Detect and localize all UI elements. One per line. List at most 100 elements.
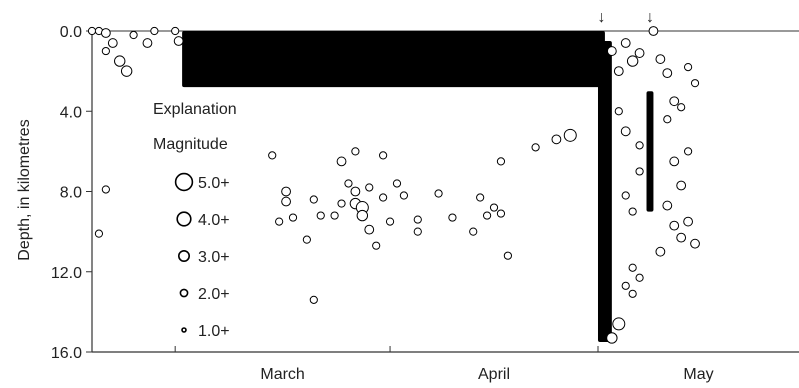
- data-point: [690, 79, 700, 88]
- data-point: [496, 157, 506, 166]
- annotation-arrows: ↓ ↓: [597, 9, 654, 26]
- data-point: [100, 28, 111, 38]
- data-point: [171, 26, 180, 36]
- legend-title-magnitude: Magnitude: [153, 136, 228, 153]
- data-point: [281, 196, 291, 207]
- data-point: [94, 229, 104, 238]
- dense-band: [646, 91, 654, 212]
- data-point: [503, 251, 512, 260]
- data-point: [309, 295, 318, 304]
- data-point: [336, 156, 347, 167]
- data-point: [655, 246, 666, 257]
- data-point: [385, 217, 395, 226]
- data-point: [669, 96, 680, 107]
- y-ticks: 0.0 4.0 8.0 12.0 16.0: [51, 24, 92, 362]
- data-point: [434, 189, 443, 198]
- data-point: [620, 126, 631, 137]
- legend-symbol: [176, 211, 192, 227]
- x-ticks: March April May: [174, 346, 714, 383]
- data-point: [563, 128, 577, 142]
- data-point: [413, 227, 422, 236]
- data-point: [626, 55, 639, 67]
- legend-symbol: [174, 172, 194, 192]
- data-point: [683, 216, 693, 227]
- y-tick-label: 16.0: [51, 345, 82, 362]
- data-point: [469, 227, 478, 236]
- data-point: [635, 141, 644, 150]
- data-point: [316, 211, 325, 220]
- data-point: [683, 147, 693, 156]
- annotation-arrow: ↓: [597, 9, 605, 26]
- legend-label: 3.0+: [198, 249, 230, 266]
- data-point: [677, 103, 686, 112]
- data-point: [413, 215, 422, 224]
- data-point: [669, 220, 680, 231]
- data-point: [351, 147, 360, 156]
- data-point: [662, 200, 673, 211]
- data-point: [690, 238, 700, 249]
- legend-symbol: [181, 327, 187, 333]
- data-point: [448, 213, 457, 222]
- data-point: [101, 46, 110, 56]
- data-point: [628, 289, 637, 298]
- data-point: [87, 26, 97, 36]
- data-point: [129, 30, 138, 40]
- data-point: [150, 26, 159, 36]
- data-point: [531, 143, 540, 152]
- data-point: [372, 241, 381, 250]
- data-points: [87, 26, 700, 344]
- data-point: [350, 186, 361, 197]
- data-point: [330, 211, 339, 220]
- data-point: [489, 203, 499, 212]
- annotation-arrow: ↓: [646, 9, 654, 26]
- data-point: [288, 213, 298, 222]
- data-point: [399, 191, 409, 200]
- y-axis-label: Depth, in kilometres: [16, 119, 33, 260]
- data-point: [662, 68, 673, 79]
- data-point: [628, 207, 637, 216]
- data-point: [496, 209, 506, 218]
- data-point: [120, 65, 133, 77]
- data-point: [356, 209, 369, 222]
- legend: Explanation Magnitude 5.0+ 4.0+ 3.0+ 2.0+ 1.…: [153, 101, 237, 340]
- data-point: [663, 115, 672, 124]
- dense-band: [182, 31, 605, 88]
- data-point: [482, 211, 492, 220]
- legend-label: 5.0+: [198, 175, 230, 192]
- data-point: [606, 332, 618, 344]
- data-point: [648, 26, 659, 36]
- data-point: [337, 199, 346, 208]
- legend-symbol: [179, 288, 189, 298]
- data-point: [379, 193, 388, 202]
- data-point: [364, 224, 375, 235]
- data-point: [275, 217, 284, 226]
- data-point: [612, 317, 626, 331]
- data-point: [614, 107, 623, 116]
- data-point: [392, 179, 402, 188]
- data-point: [683, 63, 693, 72]
- data-point: [613, 66, 624, 77]
- data-point: [635, 167, 644, 176]
- dense-bands: [182, 31, 654, 342]
- data-point: [606, 46, 617, 56]
- data-point: [621, 191, 630, 200]
- y-tick-label: 8.0: [60, 185, 82, 202]
- legend-label: 1.0+: [198, 323, 230, 340]
- data-point: [676, 180, 687, 191]
- legend-items: 5.0+ 4.0+ 3.0+ 2.0+ 1.0+: [174, 172, 230, 340]
- y-tick-label: 0.0: [60, 24, 82, 41]
- data-point: [344, 179, 353, 188]
- x-tick-label: May: [683, 366, 713, 383]
- data-point: [302, 235, 311, 244]
- data-point: [142, 38, 153, 48]
- y-tick-label: 12.0: [51, 265, 82, 282]
- legend-label: 4.0+: [198, 212, 230, 229]
- data-point: [634, 48, 645, 58]
- data-point: [365, 183, 374, 192]
- legend-symbol: [178, 250, 191, 263]
- data-point: [107, 38, 118, 48]
- data-point: [476, 193, 485, 202]
- data-point: [655, 54, 666, 64]
- legend-label: 2.0+: [198, 286, 230, 303]
